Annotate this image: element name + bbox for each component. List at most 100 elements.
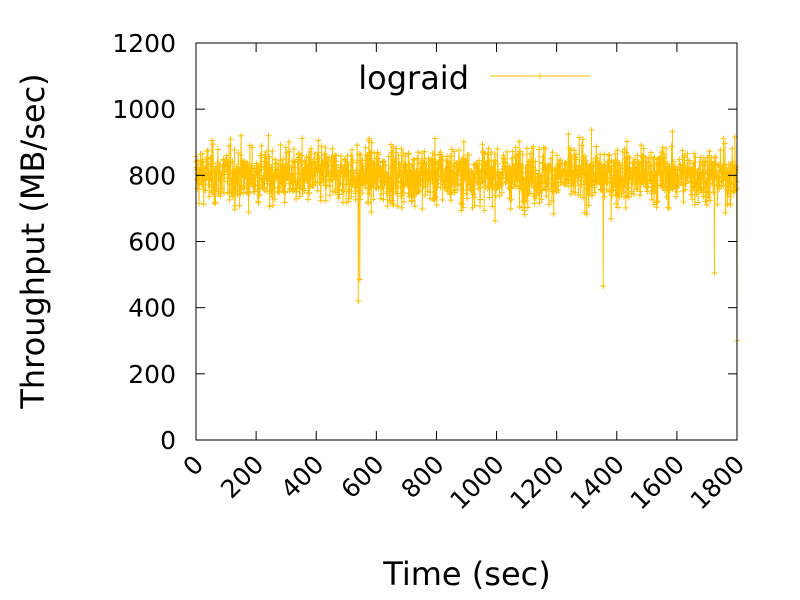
data-point-marker [265, 132, 272, 139]
data-point-marker [293, 196, 300, 203]
data-point-marker [318, 168, 325, 175]
data-point-marker [519, 151, 526, 158]
data-point-marker [622, 156, 629, 163]
data-point-marker [724, 187, 731, 194]
data-point-marker [540, 161, 547, 168]
data-point-marker [729, 145, 736, 152]
data-point-marker [454, 186, 461, 193]
data-point-marker [471, 194, 478, 201]
data-point-marker [258, 142, 265, 149]
data-point-marker [201, 164, 208, 171]
data-point-marker [288, 164, 295, 171]
data-point-marker [422, 191, 429, 198]
data-point-marker [688, 191, 695, 198]
data-point-marker [358, 160, 365, 167]
data-point-marker [233, 173, 240, 180]
data-point-marker [670, 158, 677, 165]
data-point-marker [612, 157, 619, 164]
data-point-marker [572, 189, 579, 196]
data-point-marker [702, 158, 709, 165]
data-point-marker [530, 178, 537, 185]
data-point-marker [370, 170, 377, 177]
data-point-marker [729, 158, 736, 165]
data-point-marker [274, 167, 281, 174]
data-point-marker [571, 182, 578, 189]
data-point-marker [562, 171, 569, 178]
data-point-marker [721, 140, 728, 147]
data-point-marker [405, 150, 412, 157]
data-point-marker [224, 189, 231, 196]
data-point-marker [200, 201, 207, 208]
data-point-marker [628, 175, 635, 182]
data-point-marker [387, 183, 394, 190]
data-point-marker [576, 134, 583, 141]
data-point-marker [501, 160, 508, 167]
data-point-marker [733, 185, 740, 192]
data-point-marker [596, 173, 603, 180]
data-point-marker [471, 202, 478, 209]
data-point-marker [508, 155, 515, 162]
data-point-marker [204, 154, 211, 161]
data-point-marker [321, 152, 328, 159]
data-point-marker [328, 176, 335, 183]
data-point-marker [263, 148, 270, 155]
data-point-marker [492, 186, 499, 193]
data-point-marker [596, 179, 603, 186]
data-point-marker [321, 150, 328, 157]
data-point-marker [711, 269, 718, 276]
data-point-marker [222, 162, 229, 169]
data-point-marker [400, 170, 407, 177]
data-point-marker [599, 172, 606, 179]
data-point-marker [572, 151, 579, 158]
data-point-marker [656, 155, 663, 162]
data-point-marker [254, 198, 261, 205]
data-point-marker [523, 180, 530, 187]
data-point-marker [650, 168, 657, 175]
data-point-marker [634, 186, 641, 193]
data-point-marker [679, 147, 686, 154]
data-point-marker [332, 158, 339, 165]
data-point-marker [306, 189, 313, 196]
data-point-marker [302, 159, 309, 166]
data-point-marker [520, 169, 527, 176]
data-point-marker [246, 189, 253, 196]
data-point-marker [481, 150, 488, 157]
data-point-marker [394, 190, 401, 197]
data-point-marker [477, 203, 484, 210]
data-point-marker [702, 198, 709, 205]
data-point-marker [714, 201, 721, 208]
data-point-marker [696, 159, 703, 166]
data-point-marker [346, 188, 353, 195]
data-point-marker [541, 177, 548, 184]
data-point-marker [491, 150, 498, 157]
data-point-marker [368, 139, 375, 146]
data-point-marker [521, 207, 528, 214]
data-point-marker [368, 208, 375, 215]
data-point-marker [439, 196, 446, 203]
data-point-marker [506, 166, 513, 173]
data-point-marker [606, 152, 613, 159]
data-point-marker [405, 151, 412, 158]
data-point-marker [601, 193, 608, 200]
data-point-marker [449, 178, 456, 185]
data-point-marker [229, 158, 236, 165]
data-point-marker [420, 179, 427, 186]
data-point-marker [543, 183, 550, 190]
data-point-marker [489, 164, 496, 171]
data-point-marker [690, 160, 697, 167]
y-tick-label: 400 [128, 294, 176, 323]
data-point-marker [333, 164, 340, 171]
data-point-marker [620, 193, 627, 200]
data-point-marker [335, 195, 342, 202]
data-point-marker [357, 151, 364, 158]
data-point-marker [216, 176, 223, 183]
data-point-marker [290, 173, 297, 180]
data-point-marker [269, 193, 276, 200]
data-point-marker [463, 172, 470, 179]
data-point-marker [498, 170, 505, 177]
data-point-marker [423, 160, 430, 167]
data-point-marker [569, 169, 576, 176]
data-point-marker [382, 162, 389, 169]
data-point-marker [617, 162, 624, 169]
data-point-marker [710, 189, 717, 196]
